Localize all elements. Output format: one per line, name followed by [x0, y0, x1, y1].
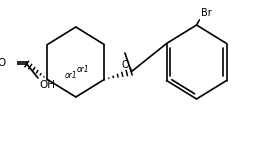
Text: or1: or1 — [77, 66, 90, 75]
Text: O: O — [121, 60, 129, 70]
Text: OH: OH — [40, 80, 56, 90]
Text: or1: or1 — [65, 72, 77, 80]
Text: Br: Br — [201, 8, 212, 18]
Text: O: O — [0, 58, 6, 67]
